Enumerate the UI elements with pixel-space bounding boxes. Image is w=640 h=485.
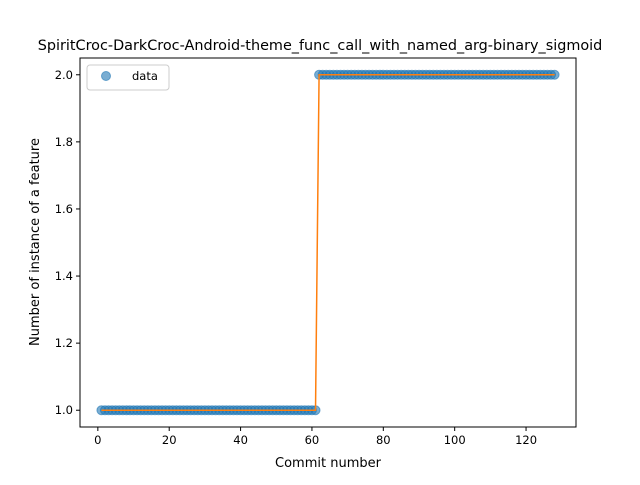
x-tick-label: 120 <box>515 433 537 447</box>
legend-marker-data <box>101 71 111 81</box>
legend: data <box>86 64 170 91</box>
y-tick-label: 1.2 <box>55 336 73 350</box>
x-tick-label: 60 <box>305 433 320 447</box>
chart-title: SpiritCroc-DarkCroc-Android-theme_func_c… <box>38 38 603 54</box>
y-tick-label: 2.0 <box>55 68 73 82</box>
y-tick-label: 1.6 <box>55 202 73 216</box>
plot-area <box>96 69 560 416</box>
x-tick-label: 40 <box>233 433 248 447</box>
series-line <box>101 74 555 411</box>
y-axis: 1.0 1.2 1.4 1.6 1.8 2.0 <box>55 68 80 417</box>
x-axis: 0 20 40 60 80 100 120 <box>94 427 537 447</box>
x-tick-label: 0 <box>94 433 101 447</box>
x-axis-label: Commit number <box>275 456 382 471</box>
x-tick-label: 80 <box>376 433 391 447</box>
y-tick-label: 1.0 <box>55 403 73 417</box>
x-tick-label: 100 <box>444 433 466 447</box>
y-axis-label: Number of instance of a feature <box>28 138 43 346</box>
y-tick-label: 1.8 <box>55 135 73 149</box>
legend-label-data: data <box>132 69 158 83</box>
axes-frame <box>79 57 577 428</box>
x-tick-label: 20 <box>162 433 177 447</box>
y-tick-label: 1.4 <box>55 269 73 283</box>
